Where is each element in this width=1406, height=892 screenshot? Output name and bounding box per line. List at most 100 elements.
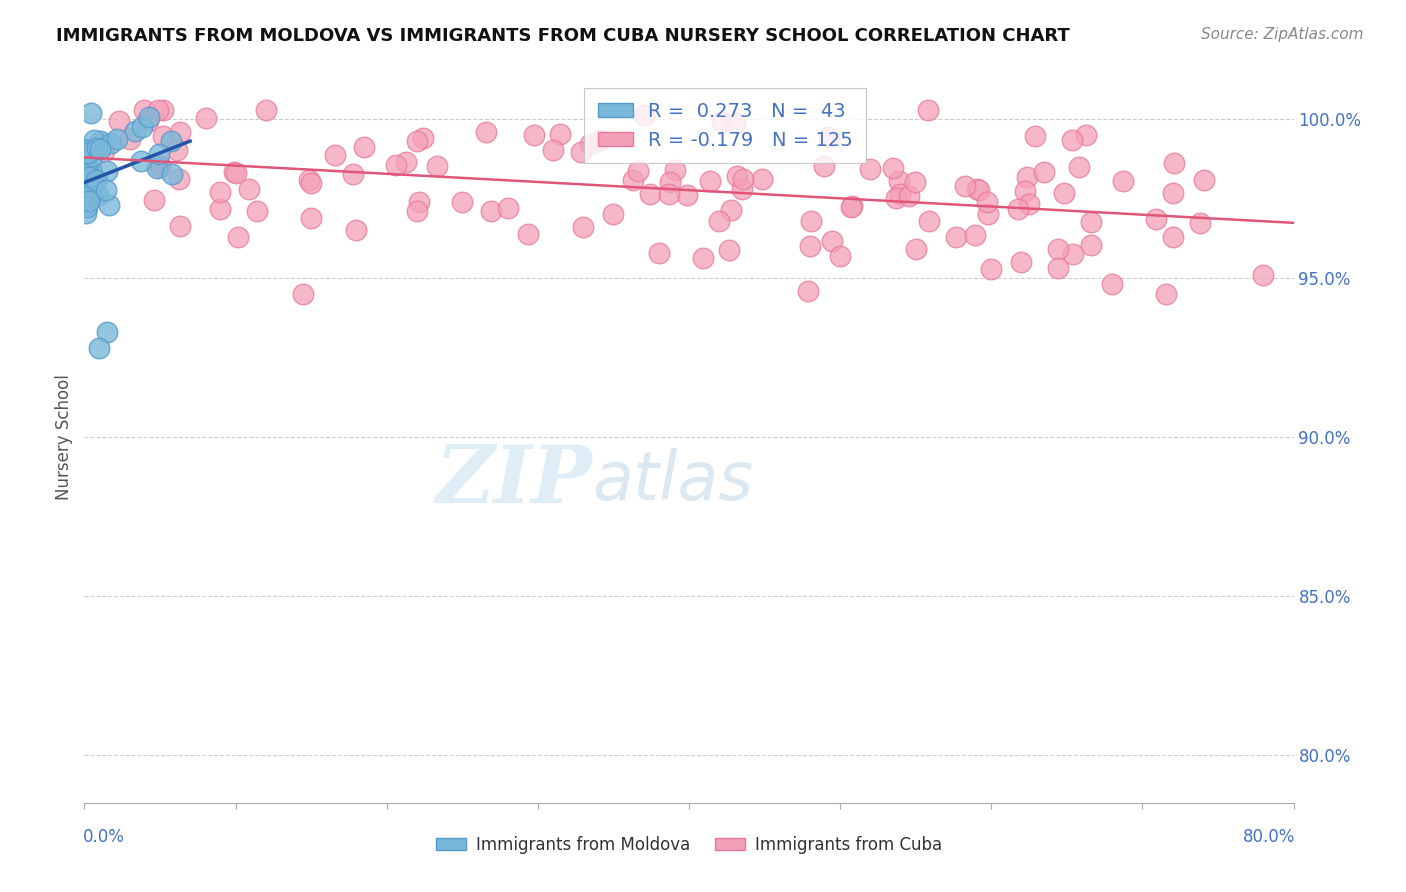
Point (105, 132, 128, 146)
Point (1154, 286, 1177, 301)
Point (799, 239, 821, 253)
Point (724, 115, 747, 129)
Point (658, 187, 681, 202)
Point (1161, 186, 1184, 201)
Point (395, 155, 418, 169)
Point (1046, 242, 1069, 256)
Point (1060, 133, 1083, 147)
Point (543, 144, 565, 158)
Point (77, 170, 100, 185)
Point (86, 141, 108, 155)
Point (621, 172, 644, 186)
Point (1146, 212, 1168, 227)
Point (226, 230, 249, 244)
Point (1062, 247, 1084, 261)
Point (717, 243, 740, 257)
Point (1015, 170, 1038, 185)
Point (80, 105, 103, 120)
Point (1189, 216, 1212, 230)
Text: Source: ZipAtlas.com: Source: ZipAtlas.com (1201, 27, 1364, 42)
Point (904, 243, 927, 257)
Point (132, 103, 155, 117)
Point (1067, 161, 1090, 175)
Point (169, 219, 191, 233)
Point (796, 285, 818, 299)
Point (945, 229, 967, 244)
Point (751, 172, 773, 186)
Point (298, 173, 321, 187)
Point (75, 171, 97, 186)
Point (884, 190, 907, 204)
Point (727, 169, 749, 183)
Point (638, 187, 661, 202)
Point (89, 341, 111, 355)
Point (731, 182, 754, 196)
Point (75, 206, 97, 220)
Point (1112, 173, 1135, 187)
Point (75, 198, 97, 212)
Point (733, 172, 755, 186)
Text: 80.0%: 80.0% (1243, 829, 1295, 847)
Point (238, 182, 260, 196)
Point (578, 136, 600, 151)
Point (887, 173, 910, 187)
Point (131, 120, 153, 134)
Point (976, 195, 998, 210)
Point (80, 149, 103, 163)
Point (648, 245, 671, 260)
Point (225, 166, 247, 180)
Point (1011, 255, 1033, 269)
Point (918, 214, 941, 228)
Point (299, 211, 322, 226)
Point (152, 103, 174, 117)
Point (108, 114, 131, 128)
Text: atlas: atlas (592, 448, 754, 514)
Point (1047, 261, 1070, 276)
Point (222, 165, 245, 179)
Point (1014, 184, 1036, 198)
Point (720, 202, 742, 217)
Point (77, 191, 100, 205)
Point (602, 207, 624, 221)
Point (323, 147, 346, 161)
Point (841, 199, 863, 213)
Point (1163, 156, 1185, 170)
Point (76, 146, 98, 161)
Point (75, 156, 97, 170)
Point (859, 161, 882, 176)
Point (658, 175, 681, 189)
Point (1080, 215, 1102, 229)
Point (299, 176, 322, 190)
Point (142, 193, 165, 207)
Point (93, 144, 115, 158)
Point (664, 163, 686, 178)
Point (167, 171, 190, 186)
Point (79, 187, 101, 202)
Point (818, 130, 841, 145)
Point (475, 125, 498, 139)
Point (1253, 268, 1275, 282)
Point (633, 108, 655, 122)
Point (963, 227, 986, 242)
Point (1076, 128, 1098, 142)
Point (830, 249, 852, 263)
Point (208, 202, 231, 216)
Point (569, 145, 592, 160)
Point (966, 182, 988, 196)
Point (148, 146, 170, 161)
Point (138, 110, 160, 124)
Point (967, 183, 990, 197)
Point (426, 159, 449, 173)
Point (195, 111, 218, 125)
Point (166, 144, 188, 158)
Point (839, 200, 862, 214)
Point (76, 162, 98, 177)
Text: 0.0%: 0.0% (83, 829, 125, 847)
Point (120, 132, 142, 146)
Point (496, 201, 519, 215)
Point (100, 136, 122, 151)
Point (451, 194, 474, 209)
Point (1101, 277, 1123, 292)
Point (138, 113, 160, 128)
Point (83, 177, 105, 191)
